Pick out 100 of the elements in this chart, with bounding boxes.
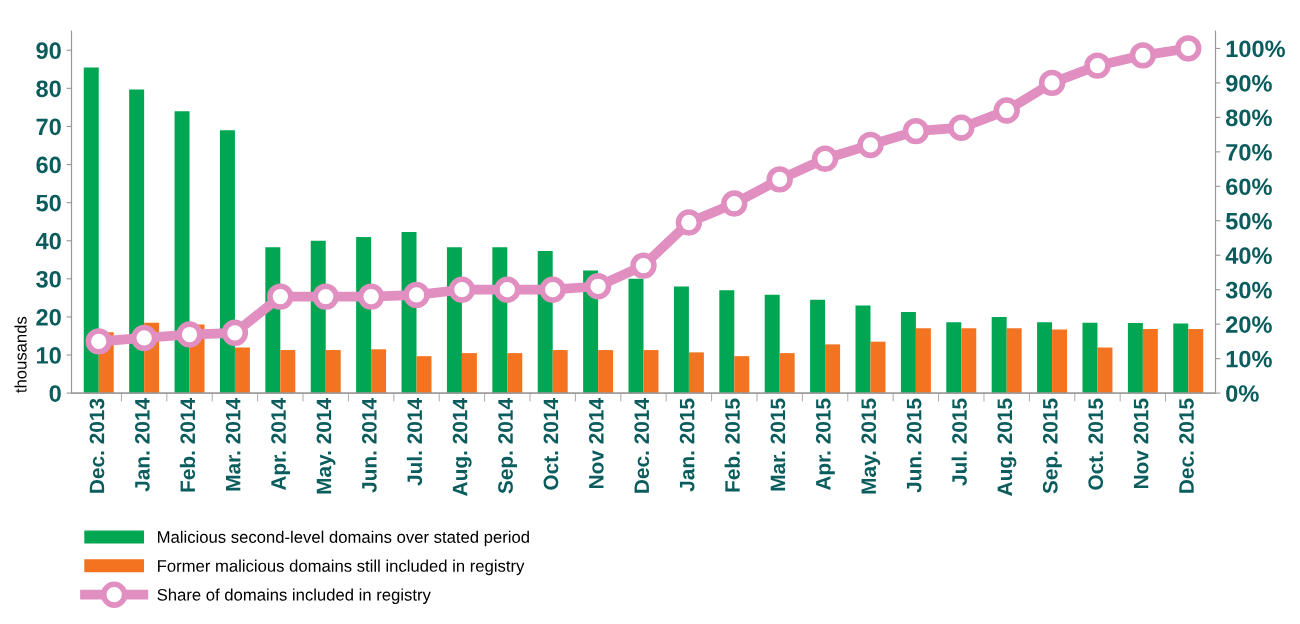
bar: [855, 305, 871, 394]
x-tick-label: Mar. 2014: [225, 398, 241, 491]
bar: [1173, 323, 1189, 394]
legend-label: Former malicious domains still included in registry: [158, 559, 525, 576]
bar: [507, 353, 523, 394]
point: [1129, 42, 1157, 69]
point: [357, 283, 385, 310]
y2-tick-label: 100%: [1226, 40, 1285, 58]
x-tick-label: May. 2014: [316, 398, 336, 494]
point: [85, 328, 112, 355]
bar: [779, 353, 795, 394]
x-tick-label: Nov 2014: [588, 398, 604, 489]
point: [494, 276, 521, 303]
y-tick-label: 40: [35, 232, 61, 250]
bar: [598, 350, 614, 394]
point: [448, 276, 476, 303]
y2-tick-label: 70%: [1226, 143, 1272, 161]
x-tick-label: Jun. 2014: [361, 398, 377, 493]
x-tick-label: Aug. 2014: [452, 398, 472, 496]
bar: [219, 130, 235, 394]
x-tick-label: Mar. 2015: [770, 398, 786, 491]
y2-tick-label: 50%: [1225, 212, 1272, 230]
bar: [719, 290, 735, 394]
x-tick-label: Feb. 2014: [179, 398, 196, 492]
bar: [734, 356, 750, 394]
x-tick-label: Feb. 2015: [724, 398, 740, 492]
point: [312, 283, 339, 310]
y2-tick-label: 0%: [1226, 385, 1259, 402]
x-tick-label: May. 2015: [861, 398, 881, 494]
x-tick-label: Jul. 2015: [951, 398, 967, 486]
x-tick-label: Dec. 2013: [89, 398, 105, 493]
y2-tick-label: 90%: [1226, 74, 1272, 92]
y-tick-label: 70: [36, 118, 61, 136]
x-tick-label: Aug. 2015: [997, 398, 1017, 496]
point: [176, 321, 203, 348]
x-tick-label: Apr. 2014: [271, 398, 291, 491]
point: [993, 97, 1020, 124]
y2-tick-label: 40%: [1225, 247, 1272, 265]
point: [948, 114, 975, 141]
x-tick-label: Jan. 2014: [134, 398, 150, 492]
bar: [825, 344, 841, 394]
bar: [371, 349, 387, 394]
bar: [628, 278, 644, 394]
point: [1038, 69, 1066, 97]
point: [902, 117, 930, 145]
bar: [643, 350, 659, 394]
point: [675, 209, 703, 236]
x-tick-label: Oct. 2014: [543, 398, 559, 490]
point: [1175, 35, 1202, 62]
bar: [961, 328, 977, 394]
bar: [83, 67, 99, 394]
legend-label: Share of domains included in registry: [157, 588, 431, 604]
x-tick-label: Nov 2015: [1133, 398, 1149, 489]
bar: [1142, 329, 1158, 394]
point: [539, 276, 566, 303]
x-tick-label: Jan. 2015: [679, 398, 695, 492]
point: [584, 273, 612, 300]
bar: [900, 311, 916, 394]
bar: [552, 350, 568, 394]
bar: [234, 347, 250, 394]
bar: [461, 353, 477, 394]
y2-tick-label: 20%: [1226, 316, 1272, 333]
bar: [673, 286, 689, 394]
point: [267, 283, 294, 310]
bar: [1052, 329, 1068, 394]
point: [221, 319, 249, 346]
bar: [991, 316, 1007, 394]
y-tick-label: 0: [49, 385, 61, 402]
bar: [870, 341, 886, 394]
bar: [280, 350, 296, 394]
x-tick-label: Dec. 2014: [634, 398, 650, 493]
y-tick-label: 90: [36, 42, 61, 60]
bar: [416, 356, 432, 394]
legend-label: Malicious second-level domains over stated period: [158, 530, 529, 547]
point: [1084, 52, 1111, 79]
x-tick-label: Apr. 2015: [815, 398, 835, 491]
y2-tick-label: 60%: [1226, 178, 1272, 196]
y2-tick-label: 80%: [1225, 109, 1272, 127]
y-axis-title: thousands: [14, 316, 27, 393]
y-tick-label: 50: [36, 194, 61, 212]
point: [630, 252, 657, 279]
bar: [1127, 323, 1143, 394]
x-tick-label: Jul. 2014: [406, 398, 423, 486]
bar: [764, 294, 780, 394]
point: [766, 166, 793, 193]
y-tick-label: 30: [36, 270, 61, 288]
point: [857, 131, 884, 159]
y-tick-label: 80: [36, 80, 61, 98]
y-tick-label: 10: [37, 347, 61, 364]
y2-tick-label: 10%: [1226, 350, 1272, 368]
y-tick-label: 20: [36, 308, 61, 326]
bar: [1037, 322, 1053, 394]
bar: [915, 328, 931, 394]
bar: [129, 89, 145, 394]
bar: [325, 350, 341, 394]
bar: [946, 322, 962, 394]
point: [403, 281, 430, 309]
point: [130, 324, 158, 352]
x-tick-label: Sep. 2015: [1042, 398, 1062, 494]
bar: [174, 111, 190, 394]
